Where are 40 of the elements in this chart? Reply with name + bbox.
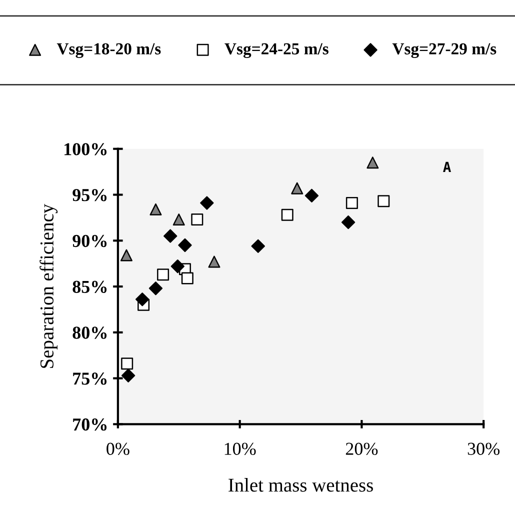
legend-label: Vsg=27-29 m/s: [392, 43, 496, 58]
legend-label: Vsg=18-20 m/s: [56, 43, 161, 58]
point: [346, 196, 358, 209]
point: [291, 182, 304, 194]
x-axis-title: Inlet mass wetness: [228, 478, 373, 492]
point: [172, 214, 185, 226]
point: [150, 203, 162, 216]
y-tick-label: 95%: [72, 188, 107, 202]
point: [121, 368, 136, 382]
annotation: A: [443, 162, 451, 172]
point: [304, 188, 319, 202]
point: [164, 229, 178, 243]
y-tick-label: 100%: [64, 143, 107, 156]
point: [170, 259, 184, 274]
y-tick-label: 75%: [73, 372, 107, 385]
y-tick-label: 90%: [72, 234, 107, 248]
point: [341, 215, 356, 230]
point: [366, 156, 379, 169]
point: [135, 292, 150, 306]
point: [191, 214, 204, 226]
point: [121, 358, 134, 370]
x-tick-label: 10%: [224, 442, 256, 455]
y-axis-title: Separation efficiency: [40, 204, 58, 368]
point: [251, 239, 265, 253]
x-tick-label: 20%: [346, 442, 378, 455]
y-tick-label: 80%: [72, 326, 107, 339]
point: [281, 208, 294, 221]
point: [200, 196, 214, 210]
point: [378, 195, 390, 208]
point: [120, 249, 132, 262]
x-tick-label: 0%: [106, 442, 130, 455]
point: [181, 272, 194, 284]
y-tick-label: 70%: [73, 418, 107, 431]
legend-label: Vsg=24-25 m/s: [224, 43, 328, 58]
point: [178, 238, 192, 252]
y-tick-label: 85%: [72, 280, 107, 294]
point: [157, 268, 170, 281]
point: [148, 282, 163, 296]
point: [208, 256, 220, 268]
x-tick-label: 30%: [468, 442, 500, 455]
